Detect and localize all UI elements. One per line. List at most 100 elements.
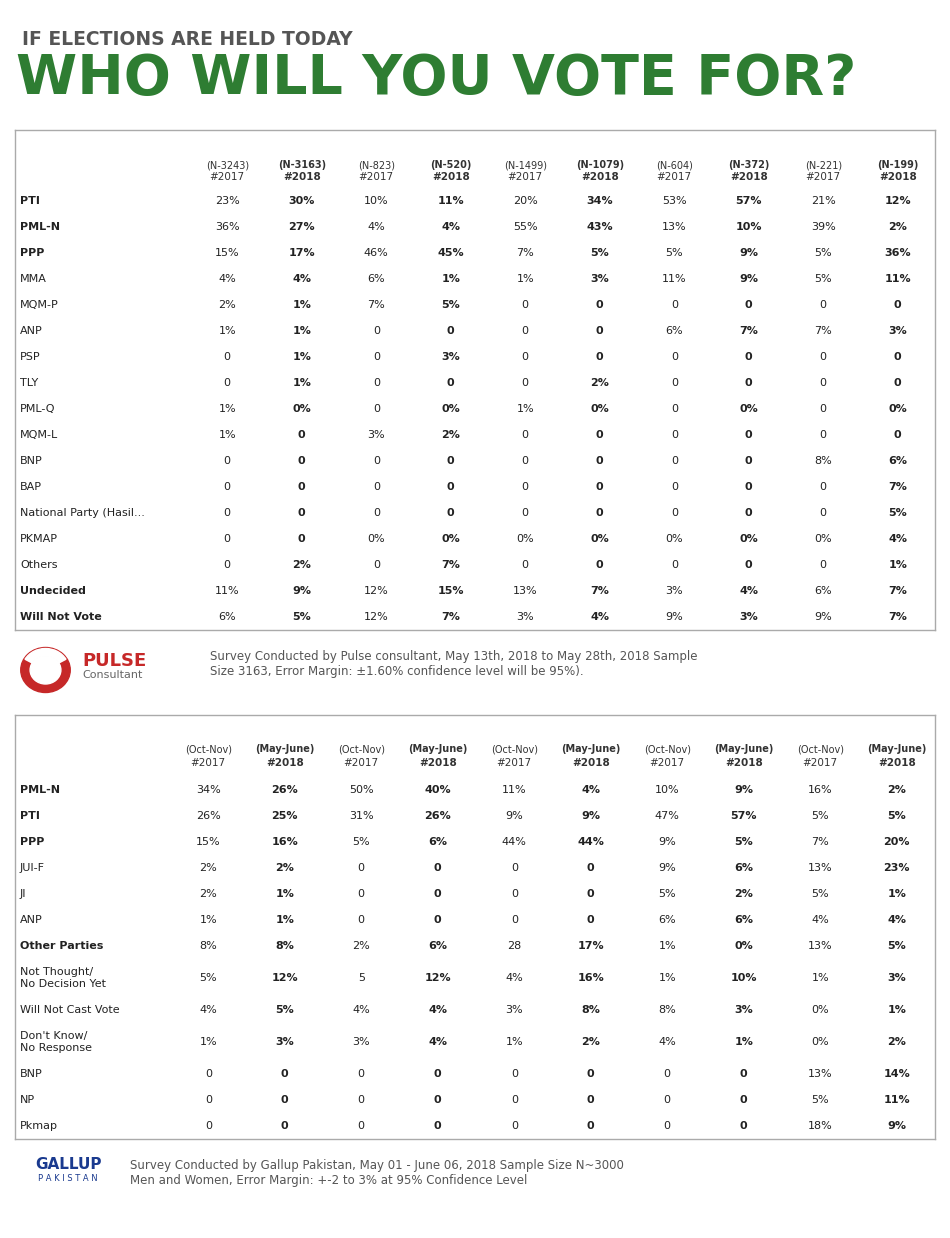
Text: #2018: #2018 <box>730 172 768 182</box>
Text: 3%: 3% <box>887 973 906 983</box>
Text: 0%: 0% <box>517 534 534 543</box>
Text: 0: 0 <box>740 1120 748 1132</box>
Text: 1%: 1% <box>276 889 294 899</box>
Text: 0: 0 <box>596 482 603 491</box>
Text: 0: 0 <box>587 889 595 899</box>
Text: 0: 0 <box>522 326 529 335</box>
Text: 8%: 8% <box>200 941 218 951</box>
Text: 0: 0 <box>664 1068 671 1080</box>
Text: 0: 0 <box>587 1068 595 1080</box>
Text: 0: 0 <box>820 300 826 310</box>
Circle shape <box>30 656 61 685</box>
Text: 1%: 1% <box>293 378 312 387</box>
Text: 53%: 53% <box>662 196 687 206</box>
Text: 0: 0 <box>596 456 603 465</box>
Text: 7%: 7% <box>888 586 907 595</box>
Text: 50%: 50% <box>349 785 373 795</box>
Text: 3%: 3% <box>352 1037 370 1047</box>
Text: 3%: 3% <box>368 430 385 439</box>
Text: PULSE: PULSE <box>82 652 146 670</box>
Wedge shape <box>25 649 66 664</box>
Text: 9%: 9% <box>581 811 600 821</box>
Text: 1%: 1% <box>293 300 312 310</box>
Text: 2%: 2% <box>276 863 294 873</box>
Text: (May-June): (May-June) <box>867 744 926 754</box>
Text: (N-3163): (N-3163) <box>277 160 326 170</box>
Text: 13%: 13% <box>808 941 832 951</box>
Text: 5%: 5% <box>658 889 676 899</box>
Text: 4%: 4% <box>888 534 907 543</box>
Text: 13%: 13% <box>808 1068 832 1080</box>
Text: 4%: 4% <box>658 1037 676 1047</box>
Text: (N-1499): (N-1499) <box>504 160 547 170</box>
Text: 7%: 7% <box>442 560 460 569</box>
Text: 6%: 6% <box>428 837 447 847</box>
Text: 7%: 7% <box>442 612 460 621</box>
Text: MMA: MMA <box>20 274 47 284</box>
Text: 57%: 57% <box>735 196 762 206</box>
Text: 0%: 0% <box>888 404 907 413</box>
Text: 0: 0 <box>434 915 442 925</box>
Text: 0: 0 <box>205 1068 212 1080</box>
Text: 0: 0 <box>522 300 529 310</box>
Text: 9%: 9% <box>734 785 753 795</box>
Text: 6%: 6% <box>368 274 385 284</box>
Text: P A K I S T A N: P A K I S T A N <box>38 1174 98 1184</box>
Text: 44%: 44% <box>578 837 604 847</box>
Text: (N-604): (N-604) <box>656 160 693 170</box>
Text: 6%: 6% <box>734 915 753 925</box>
Text: 3%: 3% <box>442 352 460 361</box>
Text: 16%: 16% <box>578 973 604 983</box>
Text: 12%: 12% <box>364 586 389 595</box>
Text: 0%: 0% <box>739 534 758 543</box>
Text: 0: 0 <box>372 378 380 387</box>
Text: 0: 0 <box>358 915 365 925</box>
Text: 0%: 0% <box>739 404 758 413</box>
Text: 0: 0 <box>434 1094 442 1106</box>
Text: (N-372): (N-372) <box>728 160 770 170</box>
Text: #2017: #2017 <box>806 172 841 182</box>
Text: 0: 0 <box>511 863 518 873</box>
Text: 0: 0 <box>446 508 454 517</box>
Text: (Oct-Nov): (Oct-Nov) <box>797 744 844 754</box>
Text: 1%: 1% <box>442 274 460 284</box>
Text: 0: 0 <box>358 1068 365 1080</box>
Text: 2%: 2% <box>442 430 460 439</box>
Text: 0: 0 <box>298 534 306 543</box>
Text: Overall: Overall <box>222 719 270 733</box>
Text: 4%: 4% <box>811 915 829 925</box>
Text: 5%: 5% <box>814 248 832 258</box>
Text: 16%: 16% <box>272 837 298 847</box>
Text: 0: 0 <box>372 508 380 517</box>
Text: Consultant: Consultant <box>82 670 142 680</box>
Text: 26%: 26% <box>425 811 451 821</box>
Text: 1%: 1% <box>293 352 312 361</box>
Text: 0: 0 <box>745 352 752 361</box>
Text: 0: 0 <box>511 1120 518 1132</box>
Text: 6%: 6% <box>428 941 447 951</box>
Text: 0: 0 <box>596 352 603 361</box>
Text: 20%: 20% <box>513 196 538 206</box>
Text: 9%: 9% <box>887 1120 906 1132</box>
Text: 34%: 34% <box>586 196 613 206</box>
Text: 0: 0 <box>298 456 306 465</box>
Text: 4%: 4% <box>218 274 237 284</box>
Text: 0: 0 <box>671 378 677 387</box>
Text: (N-1079): (N-1079) <box>576 160 624 170</box>
Text: 0: 0 <box>820 378 826 387</box>
Text: 0: 0 <box>298 430 306 439</box>
Text: 7%: 7% <box>739 326 758 335</box>
Text: Will Not Vote: Will Not Vote <box>20 612 102 621</box>
Text: 0: 0 <box>511 1094 518 1106</box>
Text: 5%: 5% <box>200 973 217 983</box>
Text: 31%: 31% <box>349 811 373 821</box>
Text: 0%: 0% <box>665 534 683 543</box>
Text: 7%: 7% <box>517 248 534 258</box>
Text: 0: 0 <box>587 1094 595 1106</box>
Text: 0%: 0% <box>442 534 460 543</box>
Text: 13%: 13% <box>808 863 832 873</box>
Text: 9%: 9% <box>814 612 832 621</box>
Text: 5%: 5% <box>352 837 370 847</box>
Text: (N-221): (N-221) <box>805 160 842 170</box>
Text: 1%: 1% <box>218 326 236 335</box>
